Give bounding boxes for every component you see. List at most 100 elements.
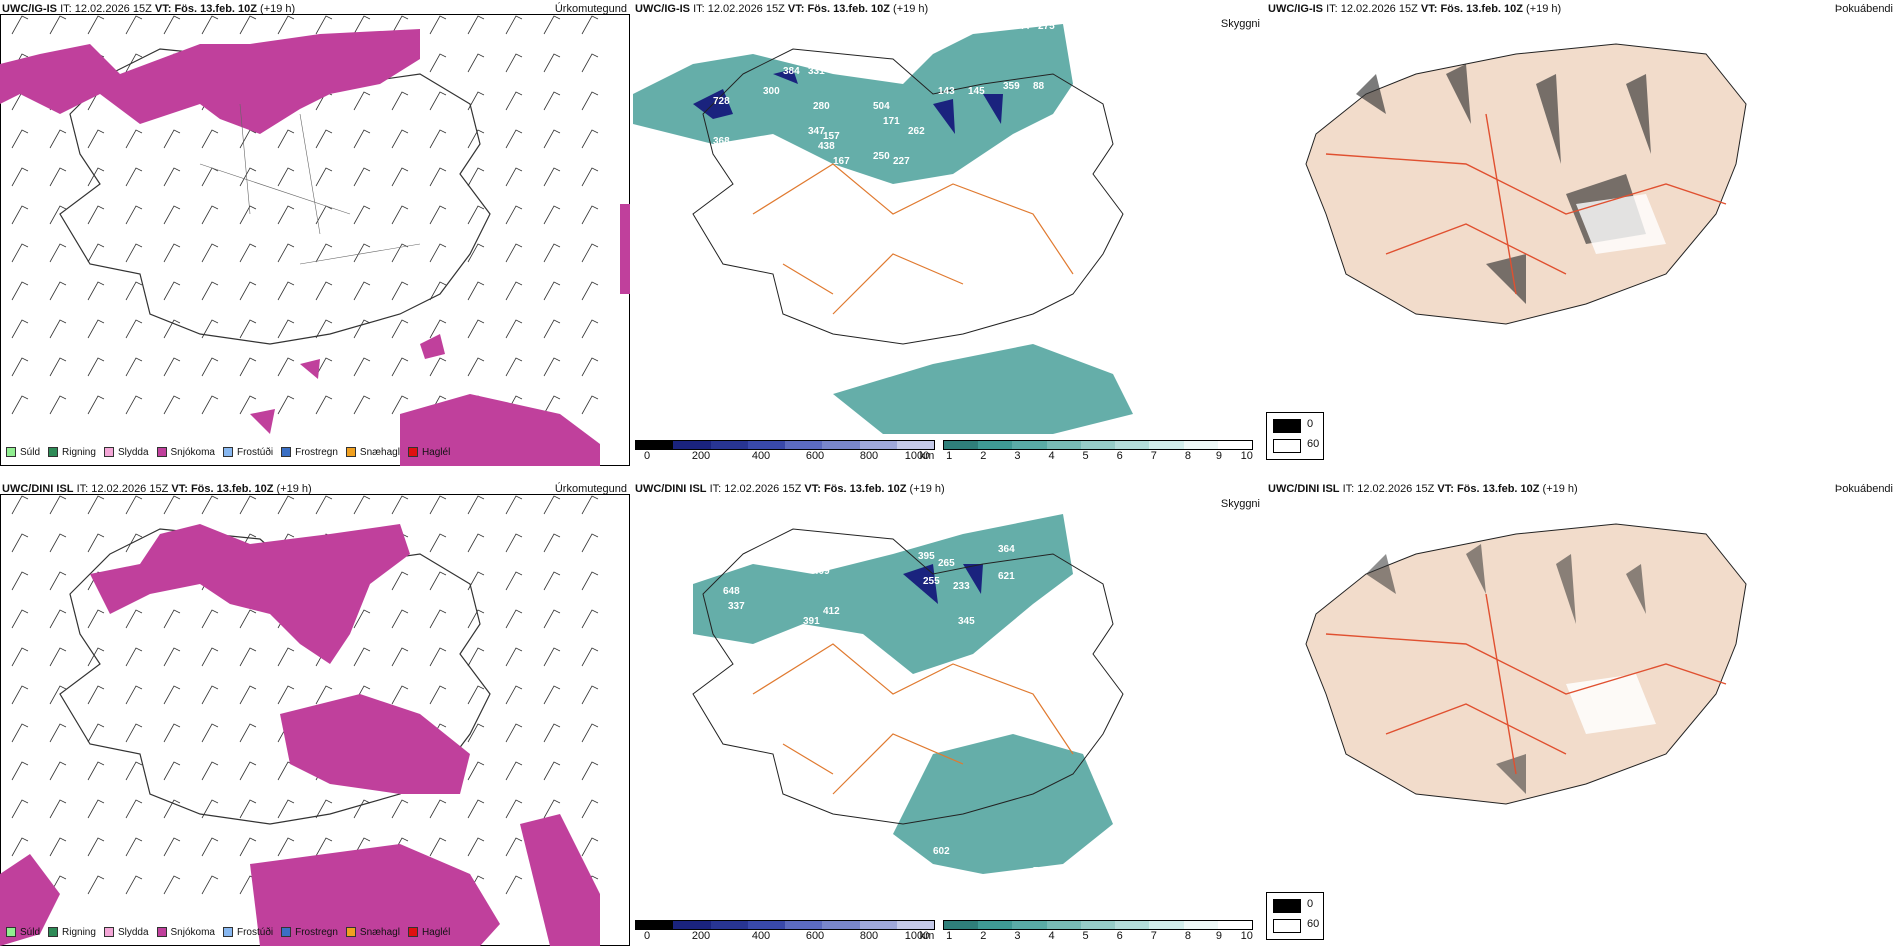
wind-barb [201,167,219,187]
legend-swatch [48,927,59,937]
roads [752,163,1074,315]
precip-type-panel-ig: UWC/IG-IS IT: 12.02.2026 15Z VT: Fös. 13… [0,0,633,472]
wind-barb [467,723,485,743]
wind-barb [505,167,523,187]
wind-barb [581,91,599,111]
wind-barb [391,357,409,377]
wind-barb [543,395,561,415]
wind-barb [125,685,143,705]
wind-barb [277,281,295,301]
wind-barb [315,243,333,263]
wind-barb [315,685,333,705]
precip-type-map [0,15,630,466]
legend-swatch [156,927,167,937]
wind-barb [543,205,561,225]
wind-barb [239,837,257,857]
wind-barb [125,647,143,667]
legend-swatch [345,927,356,937]
wind-barb [353,205,371,225]
wind-barb [429,571,447,591]
panel-header: UWC/DINI ISL IT: 12.02.2026 15Z VT: Fös.… [2,483,312,495]
wind-barb [87,129,105,149]
low-visibility-area [633,24,1073,184]
wind-barb [581,685,599,705]
wind-barb [353,91,371,111]
visibility-value: 368 [713,136,730,147]
wind-barb [315,15,333,35]
legend-item: Súld [6,447,40,458]
wind-barb [467,319,485,339]
wind-barb [201,395,219,415]
wind-barb [505,243,523,263]
wind-barb [11,129,29,149]
wind-barb [581,609,599,629]
visibility-value: 331 [808,66,825,77]
wind-barb [239,205,257,225]
iceland-outline [692,48,1124,345]
legend-item: Frostregn [281,447,338,458]
wind-barb [505,761,523,781]
visibility-value: 384 [783,66,800,77]
wind-barb [11,319,29,339]
wind-barb [391,281,409,301]
wind-barb [201,15,219,35]
legend-item: Snjókoma [156,927,215,938]
wind-barb [11,15,29,35]
glacier [1576,194,1666,254]
wind-barb [429,91,447,111]
wind-barb [429,685,447,705]
wind-barb [125,723,143,743]
wind-barb [467,91,485,111]
wind-barb [201,837,219,857]
wind-barb [87,243,105,263]
wind-barb [201,281,219,301]
legend-swatch [48,447,59,457]
wind-barb [49,205,67,225]
wind-barb [581,205,599,225]
panel-header: UWC/IG-IS IT: 12.02.2026 15Z VT: Fös. 13… [635,3,929,15]
wind-barb [11,799,29,819]
wind-barb [581,761,599,781]
wind-barb [391,799,409,819]
wind-barb [353,281,371,301]
wind-barb [125,875,143,895]
wind-barb [353,357,371,377]
roads [199,103,421,265]
wind-barb [353,243,371,263]
visibility-value: 412 [823,606,840,617]
visibility-value: 364 [998,544,1015,555]
wind-barb [201,129,219,149]
wind-barb [163,799,181,819]
wind-barb [277,799,295,819]
wind-barb [277,205,295,225]
wind-barb [125,533,143,553]
roads [1325,593,1727,775]
wind-barb [277,129,295,149]
visibility-value: 157 [823,131,840,142]
wind-barb [277,243,295,263]
wind-barb [163,281,181,301]
wind-barb [49,685,67,705]
wind-barb [239,761,257,781]
wind-barb [11,837,29,857]
wind-barb [277,685,295,705]
wind-barb [49,761,67,781]
wind-barb [391,571,409,591]
wind-barb [163,685,181,705]
wind-barb [581,319,599,339]
wind-barb [163,609,181,629]
legend-swatch [222,927,233,937]
wind-barb [201,357,219,377]
wind-barb [239,15,257,35]
wind-barb [581,647,599,667]
wind-barb [49,533,67,553]
panel-header: UWC/IG-IS IT: 12.02.2026 15Z VT: Fös. 13… [1268,3,1562,15]
visibility-value: 345 [958,616,975,627]
legend-swatch [222,447,233,457]
wind-barb [505,685,523,705]
visibility-value: 300 [763,86,780,97]
wind-barb [467,647,485,667]
wind-barb [11,167,29,187]
